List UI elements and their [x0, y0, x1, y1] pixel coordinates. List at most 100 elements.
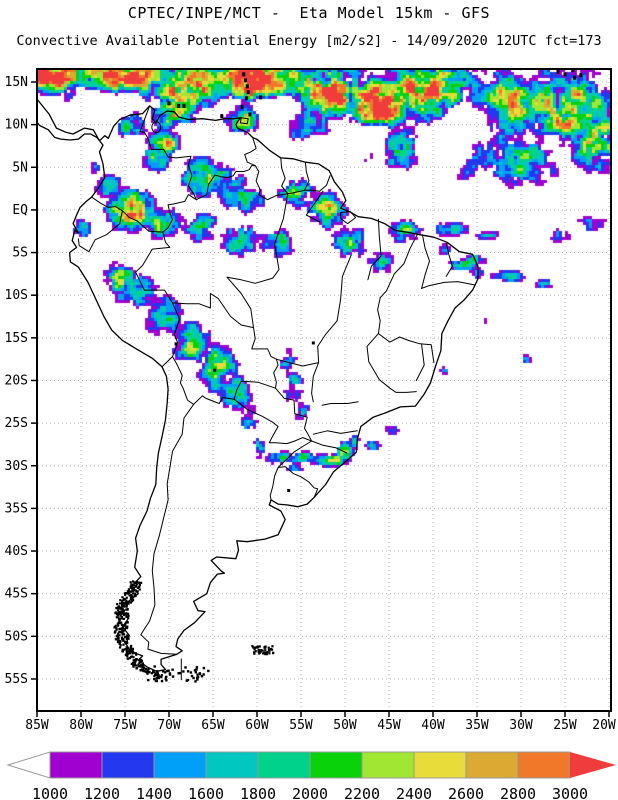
lake-dot: [287, 488, 291, 492]
lake-maracaibo-outline: [151, 121, 162, 134]
political-border: [367, 218, 382, 281]
island-dot: [246, 90, 250, 95]
political-border: [121, 194, 197, 233]
geo-layer: 15N 10N 5N EQ 5S 10S 15S 20S 25S 30S 35S 40S 45S 50S 5…: [5, 68, 616, 733]
political-border: [304, 161, 310, 191]
political-border: [377, 333, 435, 364]
island-dot: [177, 103, 181, 108]
lat-axis-label: 55S: [5, 672, 28, 687]
lon-axis-label: 60W: [245, 718, 269, 733]
political-border: [317, 320, 338, 364]
lake-dot: [213, 368, 217, 372]
lon-axis-label: 30W: [509, 718, 533, 733]
lon-axis-label: 55W: [289, 718, 313, 733]
political-border: [140, 403, 195, 655]
lat-axis-label: 5S: [12, 246, 28, 261]
lat-axis-label: 25S: [5, 416, 28, 431]
political-border: [321, 401, 359, 406]
cape-field-raster: [37, 69, 611, 711]
colorbar-right-arrow-icon: [570, 752, 616, 778]
lat-axis-label: EQ: [12, 203, 28, 218]
colorbar-boxes: [49, 751, 571, 779]
political-border: [305, 190, 324, 223]
political-border: [91, 196, 123, 212]
colorbar-label: 1600: [188, 785, 224, 800]
colorbar-box: [49, 751, 103, 779]
island-dot: [167, 101, 171, 106]
islands-and-lakes: [167, 68, 583, 492]
geography: [36, 98, 479, 681]
colorbar-box: [413, 751, 467, 779]
political-border: [233, 398, 313, 445]
axis-ticks: [31, 81, 610, 717]
political-border: [312, 430, 358, 435]
island-dot: [242, 72, 246, 77]
political-border: [445, 242, 453, 277]
political-border: [421, 281, 476, 289]
political-border: [172, 356, 195, 405]
colorbar-box: [153, 751, 207, 779]
colorbar-left-arrow-icon: [6, 751, 51, 779]
political-border: [139, 105, 197, 201]
colorbar-label: 2600: [448, 785, 484, 800]
lon-axis-label: 20W: [592, 718, 616, 733]
island-dot: [556, 69, 560, 74]
lon-axis-label: 40W: [421, 718, 445, 733]
political-border: [77, 210, 123, 253]
colorbar-box: [205, 751, 259, 779]
colorbar-box: [361, 751, 415, 779]
axis-labels: 15N 10N 5N EQ 5S 10S 15S 20S 25S 30S 35S 40S 45S 50S 5…: [5, 75, 616, 733]
coastline-south-america: [36, 98, 479, 672]
lon-axis-label: 25W: [553, 718, 577, 733]
lon-axis-label: 75W: [113, 718, 137, 733]
political-border: [275, 387, 313, 442]
colorbar-box: [517, 751, 571, 779]
lake-dot: [311, 341, 315, 345]
political-border: [379, 234, 418, 299]
political-border: [378, 379, 417, 393]
colorbar-box: [257, 751, 311, 779]
political-border: [415, 344, 425, 381]
political-border: [311, 440, 348, 454]
lon-axis-label: 85W: [25, 718, 49, 733]
island-dot: [571, 68, 575, 73]
island-outline: [239, 117, 249, 125]
political-border: [193, 395, 235, 405]
political-border: [280, 157, 289, 195]
lat-axis-label: 40S: [5, 544, 28, 559]
colorbar-label: 1000: [32, 785, 68, 800]
island-dot: [240, 104, 244, 109]
lat-axis-label: 30S: [5, 459, 28, 474]
political-border: [269, 440, 313, 501]
political-border: [172, 293, 279, 389]
island-dot: [220, 114, 224, 119]
political-border: [366, 333, 380, 381]
political-border: [233, 380, 276, 400]
lat-axis-label: 15N: [5, 75, 28, 90]
colorbar-label: 1200: [84, 785, 120, 800]
island-dot: [259, 95, 263, 100]
colorbar: 1000 1200 1400 1600 1800 2000 2200 2400 2600 2800…: [6, 751, 616, 800]
island-dot: [563, 72, 567, 77]
colorbar-labels: 1000 1200 1400 1600 1800 2000 2200 2400 2600 2800…: [32, 785, 588, 800]
colorbar-label: 2400: [396, 785, 432, 800]
island-dot: [573, 75, 577, 80]
political-border: [258, 175, 331, 201]
political-border: [377, 297, 381, 335]
lat-axis-label: 35S: [5, 501, 28, 516]
political-border: [275, 358, 320, 367]
lon-axis-label: 70W: [157, 718, 181, 733]
colorbar-label: 2800: [500, 785, 536, 800]
political-border: [277, 466, 319, 498]
colorbar-box: [465, 751, 519, 779]
island-outline: [340, 211, 357, 225]
lat-axis-label: 5N: [12, 160, 28, 175]
lon-axis-label: 80W: [69, 718, 93, 733]
colorbar-box: [309, 751, 363, 779]
lat-axis-label: 10S: [5, 288, 28, 303]
political-border: [421, 234, 430, 289]
title-line-2: Convective Available Potential Energy [m…: [16, 33, 602, 49]
island-dot: [248, 112, 252, 117]
lat-axis-label: 45S: [5, 587, 28, 602]
